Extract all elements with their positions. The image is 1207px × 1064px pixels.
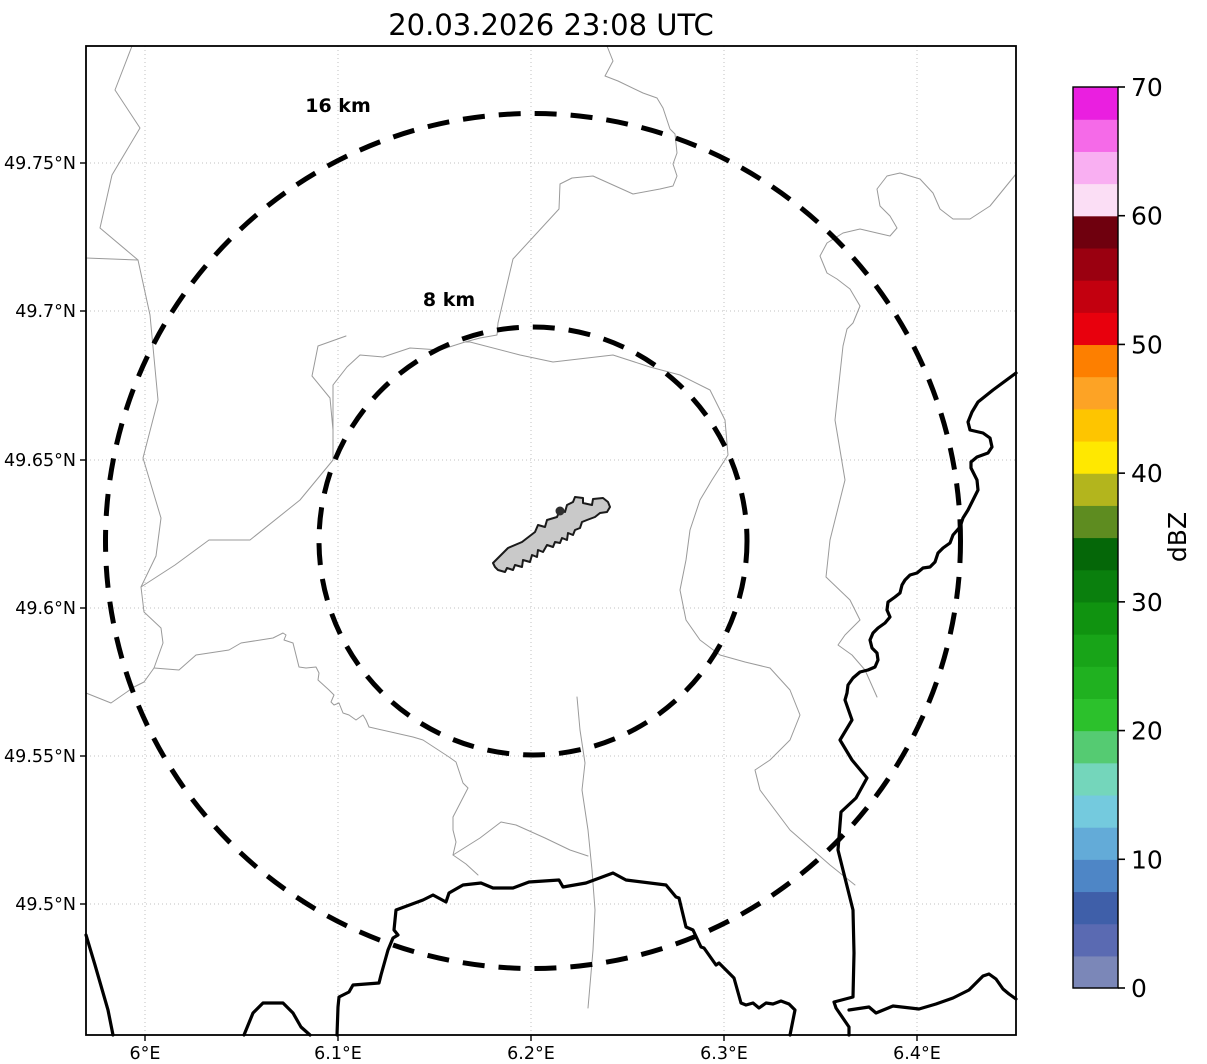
colorbar-band bbox=[1073, 408, 1118, 442]
admin-boundary-line bbox=[452, 821, 589, 857]
colorbar bbox=[1073, 87, 1118, 989]
y-tick-label: 49.6°N bbox=[15, 599, 76, 619]
colorbar-band bbox=[1073, 376, 1118, 410]
colorbar-band bbox=[1073, 119, 1118, 152]
colorbar-band bbox=[1073, 794, 1118, 828]
x-tick-label: 6.3°E bbox=[700, 1044, 748, 1064]
colorbar-band bbox=[1073, 955, 1118, 989]
colorbar-tick-label: 30 bbox=[1131, 588, 1163, 617]
colorbar-outline bbox=[1072, 86, 1119, 989]
colorbar-tick-label: 60 bbox=[1131, 202, 1163, 231]
x-axis: 6°E 6.1°E 6.2°E 6.3°E 6.4°E bbox=[130, 1035, 941, 1064]
y-tick-label: 49.65°N bbox=[4, 451, 76, 471]
colorbar-band bbox=[1073, 440, 1118, 474]
colorbar-unit-label: dBZ bbox=[1163, 512, 1192, 562]
colorbar-band bbox=[1073, 666, 1118, 699]
range-ring-16km-label: 16 km bbox=[305, 95, 371, 117]
radar-site-dot bbox=[555, 506, 565, 516]
country-border-south-bump bbox=[242, 1001, 312, 1037]
colorbar-band bbox=[1073, 247, 1118, 281]
admin-boundary-line bbox=[85, 257, 139, 261]
y-tick-label: 49.55°N bbox=[4, 747, 76, 767]
colorbar-band bbox=[1073, 280, 1118, 313]
colorbar-band bbox=[1073, 537, 1118, 571]
colorbar-band bbox=[1073, 344, 1118, 378]
colorbar-tick-label: 50 bbox=[1131, 330, 1163, 359]
country-border-south bbox=[335, 871, 797, 1037]
x-tick-label: 6.4°E bbox=[893, 1044, 941, 1064]
y-axis: 49.75°N 49.7°N 49.65°N 49.6°N 49.55°N 49.5°N bbox=[4, 154, 86, 915]
admin-boundary-lines bbox=[85, 45, 1017, 1009]
colorbar-band bbox=[1073, 634, 1118, 667]
colorbar-tick-label: 10 bbox=[1131, 845, 1163, 874]
x-tick-label: 6.2°E bbox=[507, 1044, 555, 1064]
colorbar-band bbox=[1073, 312, 1118, 346]
country-border-lines bbox=[84, 371, 1018, 1037]
colorbar-band bbox=[1073, 215, 1118, 249]
y-tick-label: 49.5°N bbox=[15, 895, 76, 915]
x-tick-label: 6°E bbox=[130, 1044, 161, 1064]
colorbar-band bbox=[1073, 505, 1118, 539]
colorbar-tick-label: 40 bbox=[1131, 459, 1163, 488]
y-tick-label: 49.7°N bbox=[15, 302, 76, 322]
range-ring-8km-label: 8 km bbox=[423, 289, 475, 311]
colorbar-band bbox=[1073, 762, 1118, 796]
colorbar-ticks: 0 10 20 30 40 50 60 70 bbox=[1118, 73, 1163, 1003]
admin-boundary-line bbox=[153, 632, 479, 876]
colorbar-band bbox=[1073, 891, 1118, 925]
colorbar-band bbox=[1073, 601, 1118, 635]
x-tick-label: 6.1°E bbox=[314, 1044, 362, 1064]
colorbar-band bbox=[1073, 730, 1118, 764]
admin-boundary-line bbox=[819, 172, 1017, 698]
admin-boundary-line bbox=[85, 45, 164, 704]
country-border-southeast bbox=[847, 972, 1018, 1015]
country-border-moselle bbox=[832, 371, 1018, 1037]
colorbar-band bbox=[1073, 569, 1118, 603]
colorbar-tick-label: 20 bbox=[1131, 717, 1163, 746]
range-ring-16km bbox=[103, 111, 963, 971]
range-ring-8km bbox=[316, 324, 750, 758]
colorbar-band bbox=[1073, 473, 1118, 506]
colorbar-band bbox=[1073, 859, 1118, 893]
colorbar-tick-label: 70 bbox=[1131, 73, 1163, 102]
admin-boundary-line bbox=[576, 696, 596, 1009]
country-border-southwest bbox=[84, 933, 115, 1037]
admin-boundary-line bbox=[332, 45, 678, 431]
colorbar-band bbox=[1073, 923, 1118, 957]
plot-title: 20.03.2026 23:08 UTC bbox=[388, 8, 714, 42]
colorbar-band bbox=[1073, 698, 1118, 732]
colorbar-tick-label: 0 bbox=[1131, 974, 1147, 1003]
colorbar-band bbox=[1073, 87, 1118, 120]
range-rings bbox=[103, 111, 963, 971]
admin-boundary-line bbox=[464, 341, 856, 886]
plot-frame bbox=[85, 45, 1017, 1036]
colorbar-band bbox=[1073, 151, 1118, 185]
colorbar-band bbox=[1073, 183, 1118, 217]
airport-polygon bbox=[492, 496, 611, 573]
y-tick-label: 49.75°N bbox=[4, 154, 76, 174]
admin-boundary-line bbox=[140, 335, 347, 588]
colorbar-band bbox=[1073, 827, 1118, 860]
grid-lines bbox=[86, 46, 1016, 1035]
